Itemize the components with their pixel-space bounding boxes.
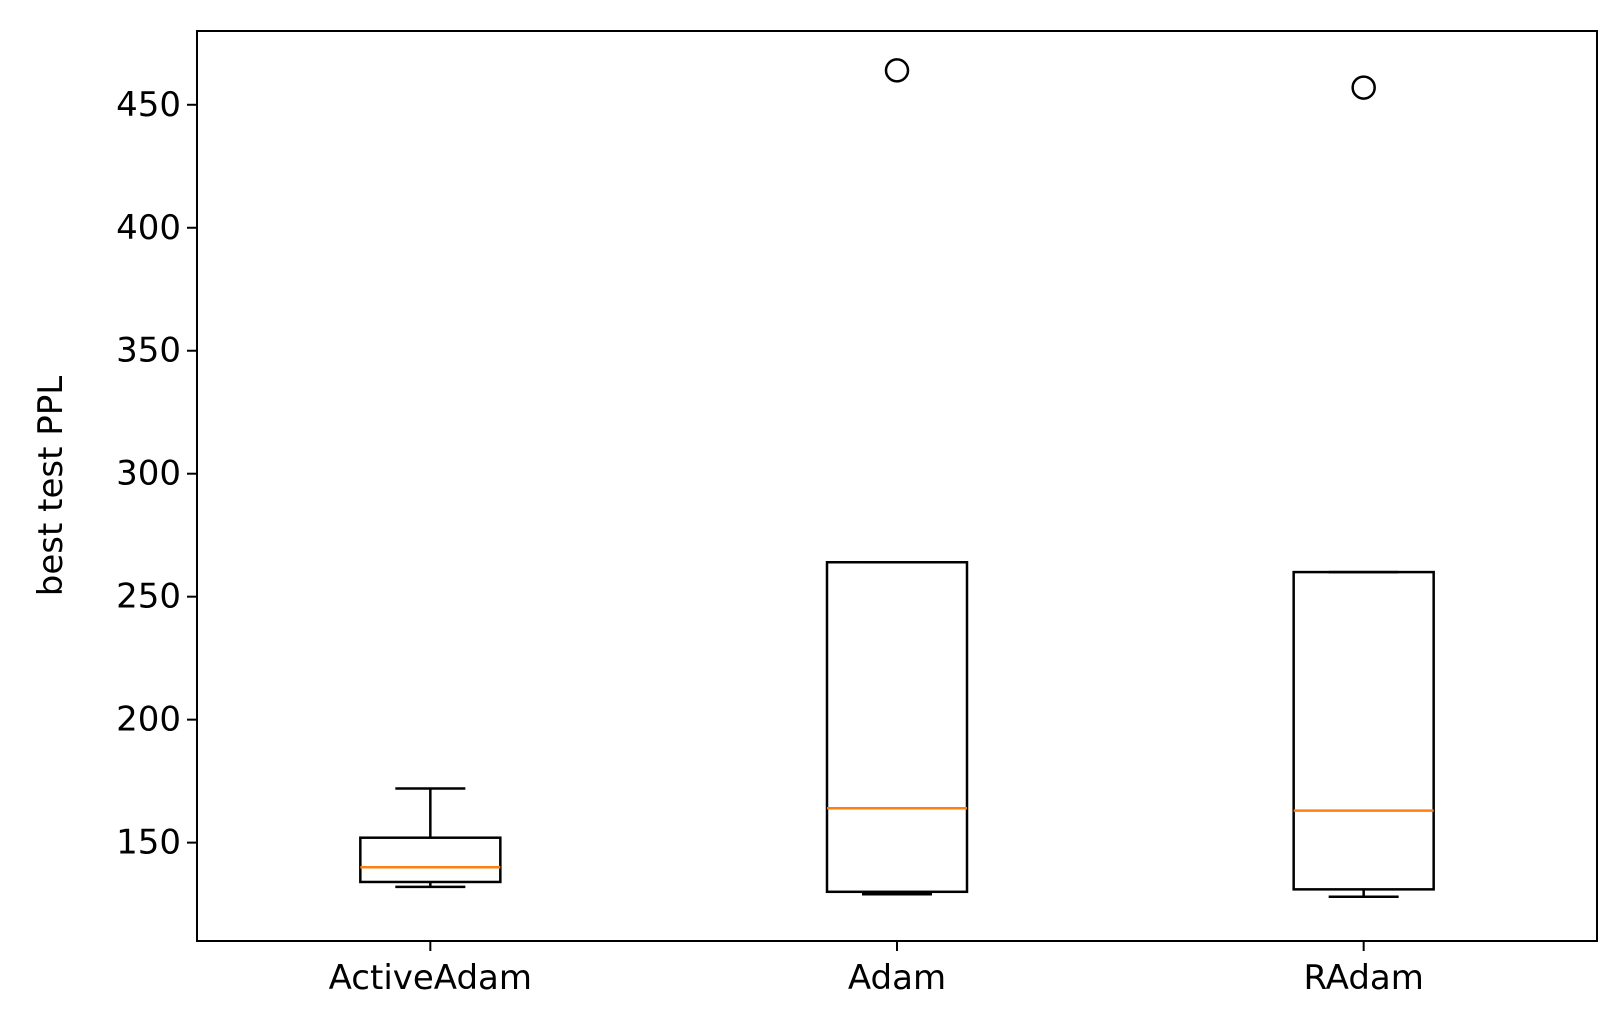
outlier-point: [1351, 75, 1376, 100]
y-tick-label: 350: [116, 331, 181, 371]
box-RAdam: [1292, 75, 1435, 898]
x-tick-label: ActiveAdam: [329, 958, 532, 998]
y-axis-label: best test PPL: [31, 376, 71, 596]
outlier-point: [884, 58, 910, 83]
y-tick-label: 250: [116, 577, 181, 617]
y-tick-label: 400: [116, 208, 181, 248]
y-tick-label: 300: [116, 454, 181, 494]
plot-layer: [359, 58, 1435, 898]
x-tick-label: RAdam: [1303, 958, 1423, 998]
y-tick-label: 200: [116, 700, 181, 740]
y-tick-label: 150: [116, 823, 181, 863]
box-ActiveAdam: [359, 787, 502, 889]
box-iqr: [1292, 570, 1435, 891]
box-iqr: [359, 836, 502, 884]
y-axis: 150 200 250 300 350 400 450: [116, 85, 197, 863]
x-axis: ActiveAdam Adam RAdam: [329, 941, 1424, 998]
box-iqr: [825, 560, 969, 894]
box-Adam: [825, 58, 969, 896]
y-tick-label: 450: [116, 85, 181, 125]
x-tick-label: Adam: [848, 958, 946, 998]
